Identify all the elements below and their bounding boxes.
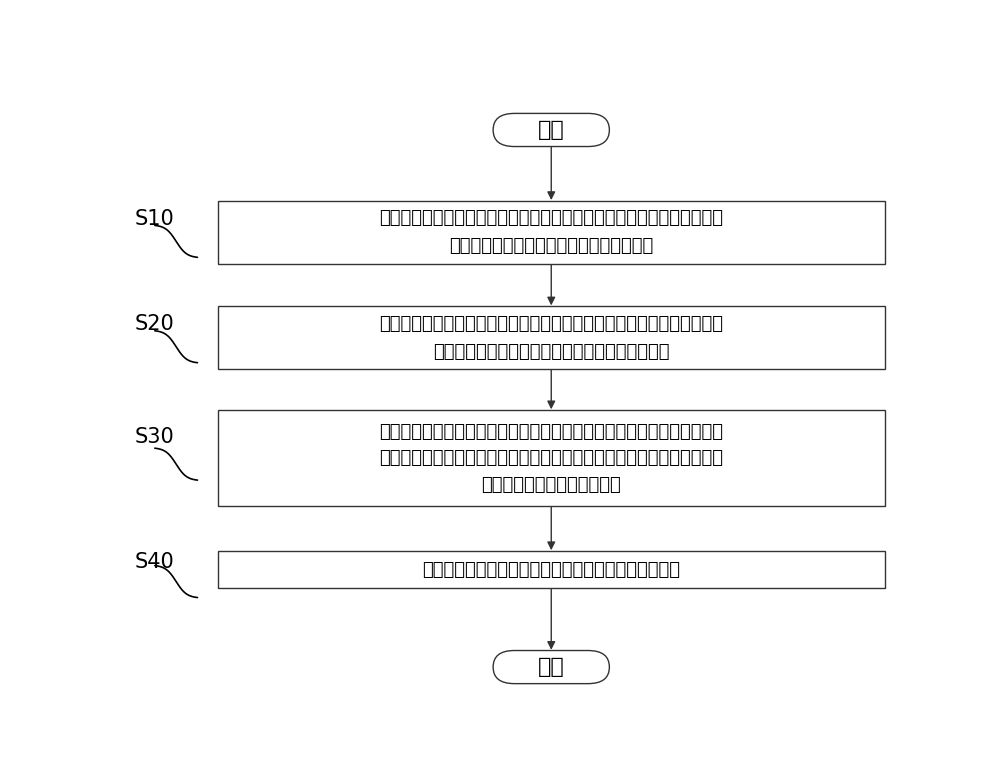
- Text: 结束: 结束: [538, 657, 565, 677]
- Bar: [218, 306, 885, 369]
- FancyBboxPatch shape: [493, 113, 609, 146]
- FancyBboxPatch shape: [493, 651, 609, 683]
- Text: 开始: 开始: [538, 120, 565, 140]
- Text: 执行第二脉冲序列，采集第二组回波信号并获取所述第二组回波信号的频
域相位，所述第二脉冲序列为非选层自旋回波序列: 执行第二脉冲序列，采集第二组回波信号并获取所述第二组回波信号的频 域相位，所述第…: [379, 315, 723, 361]
- Text: S20: S20: [135, 314, 174, 335]
- Text: S40: S40: [135, 552, 174, 572]
- Text: S30: S30: [135, 427, 174, 447]
- Text: S10: S10: [135, 209, 174, 229]
- Bar: [218, 410, 885, 506]
- Bar: [218, 201, 885, 264]
- Text: 执行第一脉冲序列，采集第一组回波信号并获取所述第一组回波信号的频
域相位，所述第一脉冲序列为自旋回波序列: 执行第一脉冲序列，采集第一组回波信号并获取所述第一组回波信号的频 域相位，所述第…: [379, 210, 723, 255]
- Bar: [218, 551, 885, 588]
- Text: 根据所述系统相对延时对所述磁共振系统进行补偿校正: 根据所述系统相对延时对所述磁共振系统进行补偿校正: [422, 561, 680, 579]
- Text: 根据所述第一组回波信号和第二组回波信号的频域相位获取系统相对延时
，所述系统相对延时包括射频发射模块与梯度模块的相对延时以及射频接
收模块与梯度模块的相对延时: 根据所述第一组回波信号和第二组回波信号的频域相位获取系统相对延时 ，所述系统相对…: [379, 423, 723, 493]
